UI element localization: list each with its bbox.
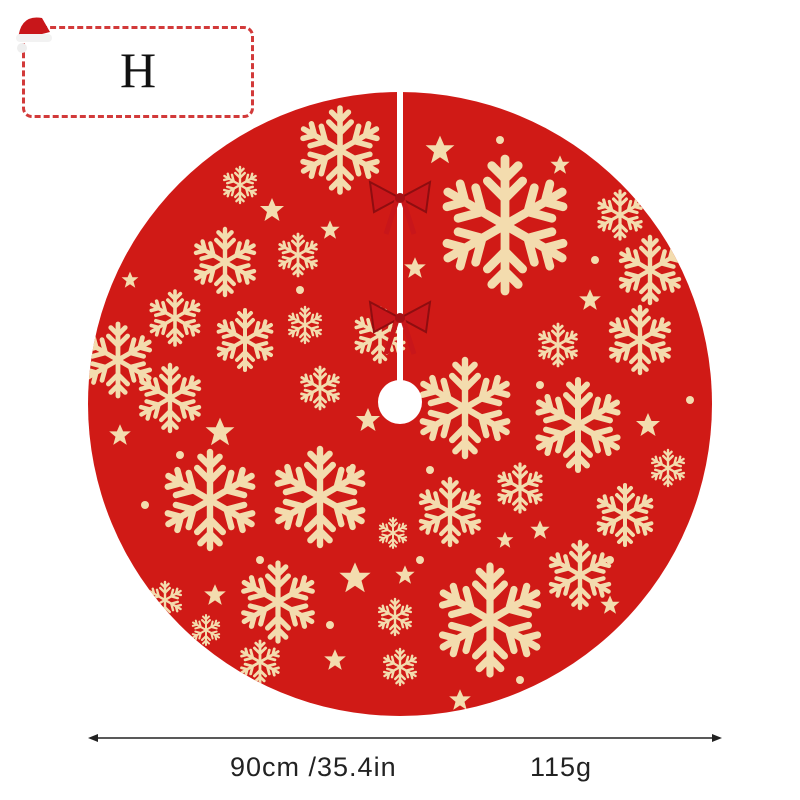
dot-decoration [516, 676, 524, 684]
center-hole [378, 380, 422, 424]
dot-decoration [416, 556, 424, 564]
dot-decoration [256, 556, 264, 564]
weight-label: 115g [530, 752, 593, 782]
dot-decoration [346, 466, 354, 474]
bow-icon [368, 180, 432, 235]
dot-decoration [141, 501, 149, 509]
bow-icon [368, 300, 432, 355]
dot-decoration [496, 136, 504, 144]
variant-label: H [22, 26, 254, 118]
dot-decoration [606, 556, 614, 564]
dot-decoration [686, 396, 694, 404]
dot-decoration [591, 256, 599, 264]
dot-decoration [536, 381, 544, 389]
size-label: 90cm /35.4in [230, 752, 397, 782]
variant-letter: H [119, 42, 157, 98]
diameter-arrow [88, 734, 722, 742]
santa-hat-icon [16, 17, 52, 53]
dot-decoration [176, 451, 184, 459]
dot-decoration [426, 466, 434, 474]
skirt-slit [397, 88, 403, 382]
dot-decoration [326, 621, 334, 629]
dot-decoration [296, 286, 304, 294]
